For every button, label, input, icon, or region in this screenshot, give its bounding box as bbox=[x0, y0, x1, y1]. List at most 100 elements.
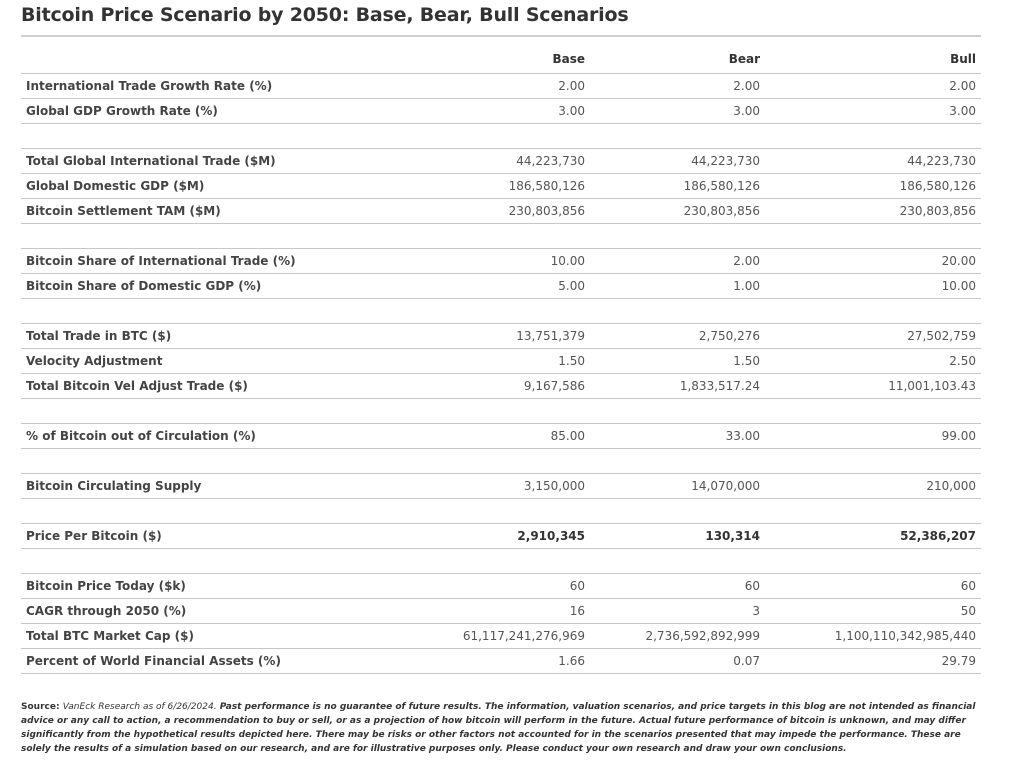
bull-value: 11,001,103.43 bbox=[765, 373, 981, 399]
table-row: Bitcoin Settlement TAM ($M) 230,803,856 23… bbox=[21, 198, 981, 224]
bear-value: 0.07 bbox=[590, 648, 765, 674]
table-row: CAGR through 2050 (%) 16 3 50 bbox=[21, 598, 981, 624]
row-label: % of Bitcoin out of Circulation (%) bbox=[21, 423, 421, 449]
bear-value: 2,736,592,892,999 bbox=[590, 623, 765, 649]
table-header-row: Base Bear Bull bbox=[21, 44, 981, 74]
bull-value: 210,000 bbox=[765, 473, 981, 499]
scenario-table: Base Bear Bull International Trade Growt… bbox=[21, 44, 981, 674]
table-row: Global Domestic GDP ($M) 186,580,126 186,5… bbox=[21, 173, 981, 199]
base-value: 60 bbox=[421, 573, 590, 599]
base-value: 3.00 bbox=[421, 98, 590, 124]
row-label: Bitcoin Circulating Supply bbox=[21, 473, 421, 499]
bear-value: 1.00 bbox=[590, 273, 765, 299]
bull-value: 2.50 bbox=[765, 348, 981, 374]
bear-value: 1.50 bbox=[590, 348, 765, 374]
row-label: Bitcoin Settlement TAM ($M) bbox=[21, 198, 421, 224]
table-spacer-row bbox=[21, 223, 981, 249]
base-value: 9,167,586 bbox=[421, 373, 590, 399]
table-spacer-row bbox=[21, 498, 981, 524]
base-value: 2,910,345 bbox=[421, 523, 590, 549]
bear-value: 44,223,730 bbox=[590, 148, 765, 174]
row-label: Bitcoin Share of International Trade (%) bbox=[21, 248, 421, 274]
bear-value: 230,803,856 bbox=[590, 198, 765, 224]
bull-value: 27,502,759 bbox=[765, 323, 981, 349]
page-title: Bitcoin Price Scenario by 2050: Base, Be… bbox=[21, 4, 629, 26]
spacer-cell bbox=[21, 398, 981, 424]
table-spacer-row bbox=[21, 123, 981, 149]
row-label: International Trade Growth Rate (%) bbox=[21, 73, 421, 99]
table-row: Total Global International Trade ($M) 44,… bbox=[21, 148, 981, 174]
base-value: 44,223,730 bbox=[421, 148, 590, 174]
bull-value: 1,100,110,342,985,440 bbox=[765, 623, 981, 649]
bull-value: 2.00 bbox=[765, 73, 981, 99]
table-spacer-row bbox=[21, 298, 981, 324]
title-divider bbox=[21, 35, 981, 37]
row-label: Bitcoin Share of Domestic GDP (%) bbox=[21, 273, 421, 299]
bull-value: 50 bbox=[765, 598, 981, 624]
bull-value: 60 bbox=[765, 573, 981, 599]
spacer-cell bbox=[21, 448, 981, 474]
row-label: Bitcoin Price Today ($k) bbox=[21, 573, 421, 599]
spacer-cell bbox=[21, 548, 981, 574]
bear-value: 60 bbox=[590, 573, 765, 599]
bull-value: 29.79 bbox=[765, 648, 981, 674]
base-value: 2.00 bbox=[421, 73, 590, 99]
base-value: 1.50 bbox=[421, 348, 590, 374]
header-label-cell bbox=[21, 44, 421, 74]
bull-value: 44,223,730 bbox=[765, 148, 981, 174]
row-label: CAGR through 2050 (%) bbox=[21, 598, 421, 624]
table-row: Bitcoin Circulating Supply 3,150,000 14,07… bbox=[21, 473, 981, 499]
table-row: Total Trade in BTC ($) 13,751,379 2,750,27… bbox=[21, 323, 981, 349]
table-row: Bitcoin Share of International Trade (%)… bbox=[21, 248, 981, 274]
bull-value: 20.00 bbox=[765, 248, 981, 274]
table-row: % of Bitcoin out of Circulation (%) 85.00… bbox=[21, 423, 981, 449]
bear-value: 2,750,276 bbox=[590, 323, 765, 349]
base-value: 16 bbox=[421, 598, 590, 624]
bull-value: 52,386,207 bbox=[765, 523, 981, 549]
row-label: Global Domestic GDP ($M) bbox=[21, 173, 421, 199]
base-value: 13,751,379 bbox=[421, 323, 590, 349]
table-row: Bitcoin Price Today ($k) 60 60 60 bbox=[21, 573, 981, 599]
bull-value: 3.00 bbox=[765, 98, 981, 124]
footnote-source-label: Source: bbox=[21, 702, 60, 712]
bear-value: 1,833,517.24 bbox=[590, 373, 765, 399]
table-row: International Trade Growth Rate (%) 2.00 2… bbox=[21, 73, 981, 99]
table-spacer-row bbox=[21, 398, 981, 424]
row-label: Global GDP Growth Rate (%) bbox=[21, 98, 421, 124]
row-label: Percent of World Financial Assets (%) bbox=[21, 648, 421, 674]
table-row: Total Bitcoin Vel Adjust Trade ($) 9,167,… bbox=[21, 373, 981, 399]
row-label: Total Global International Trade ($M) bbox=[21, 148, 421, 174]
bear-value: 2.00 bbox=[590, 73, 765, 99]
spacer-cell bbox=[21, 498, 981, 524]
bear-value: 186,580,126 bbox=[590, 173, 765, 199]
row-label: Total Trade in BTC ($) bbox=[21, 323, 421, 349]
base-value: 10.00 bbox=[421, 248, 590, 274]
table-row: Velocity Adjustment 1.50 1.50 2.50 bbox=[21, 348, 981, 374]
table-spacer-row bbox=[21, 448, 981, 474]
bear-value: 3 bbox=[590, 598, 765, 624]
base-value: 3,150,000 bbox=[421, 473, 590, 499]
row-label: Total BTC Market Cap ($) bbox=[21, 623, 421, 649]
table-row: Global GDP Growth Rate (%) 3.00 3.00 3.00 bbox=[21, 98, 981, 124]
bull-value: 186,580,126 bbox=[765, 173, 981, 199]
spacer-cell bbox=[21, 298, 981, 324]
bear-value: 3.00 bbox=[590, 98, 765, 124]
table-row: Price Per Bitcoin ($) 2,910,345 130,314 52,… bbox=[21, 523, 981, 549]
bear-value: 33.00 bbox=[590, 423, 765, 449]
bear-value: 2.00 bbox=[590, 248, 765, 274]
row-label: Velocity Adjustment bbox=[21, 348, 421, 374]
bull-value: 10.00 bbox=[765, 273, 981, 299]
table-row: Percent of World Financial Assets (%) 1.6… bbox=[21, 648, 981, 674]
table-spacer-row bbox=[21, 548, 981, 574]
base-value: 5.00 bbox=[421, 273, 590, 299]
column-header-bull: Bull bbox=[765, 44, 981, 74]
base-value: 61,117,241,276,969 bbox=[421, 623, 590, 649]
spacer-cell bbox=[21, 223, 981, 249]
spacer-cell bbox=[21, 123, 981, 149]
bear-value: 130,314 bbox=[590, 523, 765, 549]
row-label: Price Per Bitcoin ($) bbox=[21, 523, 421, 549]
column-header-base: Base bbox=[421, 44, 590, 74]
footnote-disclaimer: Past performance is no guarantee of futu… bbox=[21, 702, 976, 754]
base-value: 1.66 bbox=[421, 648, 590, 674]
footnote-source-text: VanEck Research as of 6/26/2024. bbox=[62, 702, 217, 712]
